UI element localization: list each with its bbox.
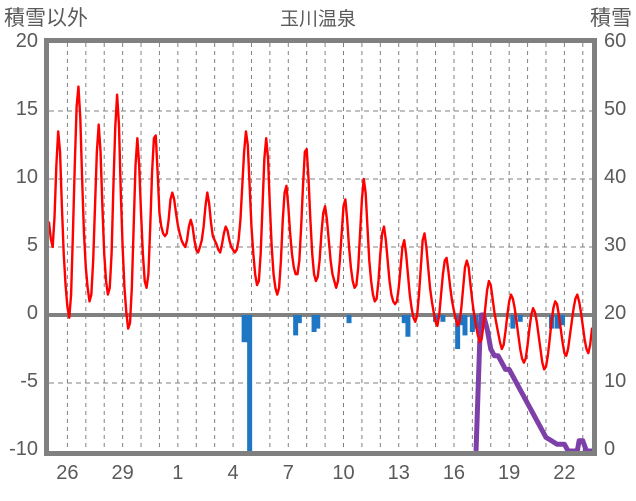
left-tick-neg5: -5 xyxy=(20,370,38,392)
x-tick-22: 22 xyxy=(553,462,576,484)
left-tick-5: 5 xyxy=(26,234,38,256)
right-tick-40: 40 xyxy=(604,166,627,188)
x-tick-29: 29 xyxy=(111,462,134,484)
x-tick-4: 4 xyxy=(227,462,239,484)
x-tick-26: 26 xyxy=(56,462,79,484)
right-tick-0: 0 xyxy=(604,438,616,460)
temperature-line xyxy=(49,85,592,371)
left-tick-10: 10 xyxy=(15,166,38,188)
right-tick-60: 60 xyxy=(604,30,627,52)
chart-canvas xyxy=(49,43,592,451)
right-tick-10: 10 xyxy=(604,370,627,392)
left-tick-0: 0 xyxy=(26,302,38,324)
plot-inner xyxy=(49,43,592,451)
right-tick-50: 50 xyxy=(604,98,627,120)
vertical-gridlines xyxy=(66,43,584,451)
snow-depth-line xyxy=(473,312,592,451)
x-tick-1: 1 xyxy=(172,462,184,484)
x-tick-16: 16 xyxy=(442,462,466,484)
plot-area xyxy=(44,38,597,456)
right-axis-title: 積雪 xyxy=(590,7,632,30)
right-tick-20: 20 xyxy=(604,302,627,324)
left-axis-title: 積雪以外 xyxy=(4,7,88,30)
x-tick-7: 7 xyxy=(282,462,294,484)
left-tick-neg10: -10 xyxy=(9,438,38,460)
left-tick-20: 20 xyxy=(15,30,38,52)
chart-title: 玉川温泉 xyxy=(279,9,356,30)
x-tick-13: 13 xyxy=(387,462,410,484)
left-tick-15: 15 xyxy=(15,98,38,120)
right-tick-30: 30 xyxy=(604,234,627,256)
x-tick-19: 19 xyxy=(498,462,521,484)
x-tick-10: 10 xyxy=(332,462,355,484)
